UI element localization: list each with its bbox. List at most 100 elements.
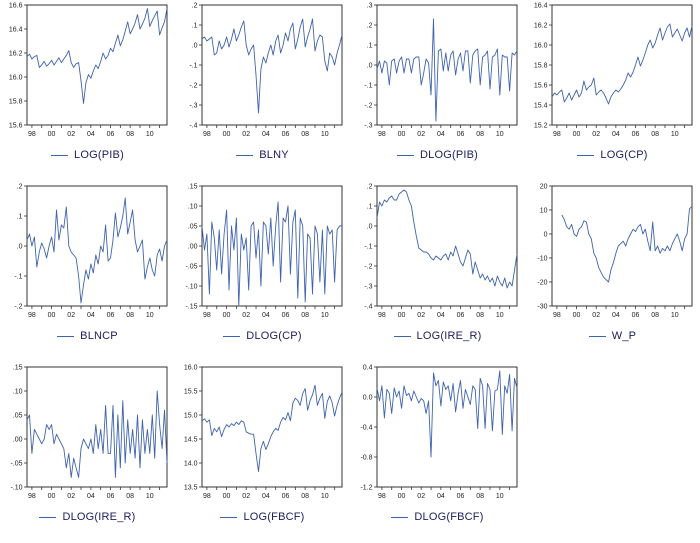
svg-text:08: 08	[126, 312, 134, 319]
svg-text:08: 08	[651, 312, 659, 319]
svg-text:.1: .1	[367, 42, 373, 49]
svg-text:10: 10	[671, 312, 679, 319]
svg-text:08: 08	[651, 131, 659, 138]
chart-plot: 16.4 16.2 16.0 15.8 15.6 15.4 15.2 98 00 02 04 06 08…	[534, 2, 693, 138]
svg-text:.05: .05	[188, 223, 198, 230]
legend-line-icon	[396, 154, 414, 156]
svg-text:15.6: 15.6	[534, 82, 548, 89]
svg-text:.10: .10	[13, 388, 23, 395]
svg-text:-.3: -.3	[189, 102, 197, 109]
legend-line-icon	[393, 335, 411, 337]
svg-text:06: 06	[282, 493, 290, 500]
svg-text:08: 08	[476, 131, 484, 138]
svg-text:.0: .0	[367, 223, 373, 230]
svg-text:00: 00	[398, 131, 406, 138]
svg-text:08: 08	[476, 493, 484, 500]
svg-text:15.4: 15.4	[534, 102, 548, 109]
svg-text:20: 20	[540, 183, 548, 190]
svg-text:98: 98	[28, 131, 36, 138]
chart-plot: .2 .1 .0 -.1 -.2 98 00 02 04 06 08 10	[14, 183, 168, 319]
svg-text:.15: .15	[13, 364, 23, 371]
svg-text:.3: .3	[367, 2, 373, 9]
svg-text:16.6: 16.6	[9, 2, 23, 9]
svg-text:02: 02	[242, 131, 250, 138]
chart-plot: .3 .2 .1 .0 -.1 -.2 -.3 98 00 02 04 06 08 10	[364, 2, 518, 138]
svg-text:.05: .05	[13, 412, 23, 419]
svg-text:98: 98	[553, 131, 561, 138]
svg-text:16.0: 16.0	[534, 42, 548, 49]
legend-label: DLOG(FBCF)	[414, 511, 484, 523]
legend-line-icon	[588, 335, 606, 337]
svg-text:10: 10	[496, 493, 504, 500]
chart-w-p: 20 10 0 -10 -20 -30 98 00 02 04 06 08 10 W_P	[525, 181, 700, 362]
svg-text:-30: -30	[537, 303, 547, 310]
svg-text:98: 98	[203, 131, 211, 138]
svg-text:08: 08	[126, 131, 134, 138]
chart-log-fbcf: 16.0 15.5 15.0 14.5 14.0 13.5 98 00 02 04 06 08 10 L…	[175, 362, 350, 543]
svg-text:.00: .00	[188, 243, 198, 250]
legend-line-icon	[51, 154, 69, 156]
legend-label: DLOG(IRE_R)	[62, 511, 136, 523]
svg-text:.00: .00	[13, 436, 23, 443]
svg-text:-.05: -.05	[185, 263, 197, 270]
legend-label: LOG(FBCF)	[243, 511, 305, 523]
svg-text:08: 08	[476, 312, 484, 319]
svg-text:-.10: -.10	[185, 283, 197, 290]
svg-text:15.6: 15.6	[9, 122, 23, 129]
svg-text:-1.2: -1.2	[360, 484, 372, 491]
svg-text:06: 06	[457, 493, 465, 500]
svg-text:.15: .15	[188, 183, 198, 190]
svg-text:00: 00	[573, 131, 581, 138]
svg-text:06: 06	[282, 131, 290, 138]
svg-text:.2: .2	[367, 22, 373, 29]
chart-blny: .2 .1 .0 -.1 -.2 -.3 -.4 98 00 02 04 06 08 10 BLNY	[175, 0, 350, 181]
svg-text:00: 00	[573, 312, 581, 319]
svg-text:08: 08	[301, 493, 309, 500]
svg-text:-.4: -.4	[364, 303, 372, 310]
svg-text:16.4: 16.4	[9, 26, 23, 33]
svg-text:04: 04	[437, 312, 445, 319]
svg-text:.2: .2	[367, 183, 373, 190]
svg-text:04: 04	[262, 312, 270, 319]
svg-text:15.2: 15.2	[534, 122, 548, 129]
svg-text:98: 98	[553, 312, 561, 319]
svg-text:.10: .10	[188, 203, 198, 210]
svg-text:10: 10	[671, 131, 679, 138]
svg-text:00: 00	[48, 131, 56, 138]
chart-legend: DLOG(IRE_R)	[39, 511, 135, 523]
svg-text:08: 08	[301, 312, 309, 319]
legend-label: DLOG(PIB)	[419, 149, 479, 161]
svg-text:04: 04	[87, 493, 95, 500]
svg-text:10: 10	[146, 312, 154, 319]
svg-text:-.1: -.1	[14, 273, 22, 280]
svg-text:13.5: 13.5	[184, 484, 198, 491]
chart-legend: DLOG(FBCF)	[391, 511, 483, 523]
svg-text:-.2: -.2	[364, 102, 372, 109]
svg-text:06: 06	[107, 131, 115, 138]
svg-text:0: 0	[544, 231, 548, 238]
svg-text:10: 10	[496, 312, 504, 319]
svg-text:04: 04	[87, 312, 95, 319]
svg-text:98: 98	[378, 493, 386, 500]
svg-text:10: 10	[321, 493, 329, 500]
chart-log-ire-r: .2 .1 .0 -.1 -.2 -.3 -.4 98 00 02 04 06 08 10 LOG(IRE…	[350, 181, 525, 362]
svg-text:-.1: -.1	[364, 243, 372, 250]
chart-legend: W_P	[588, 330, 636, 342]
svg-text:14.5: 14.5	[184, 436, 198, 443]
legend-label: LOG(IRE_R)	[416, 330, 482, 342]
svg-text:00: 00	[223, 131, 231, 138]
svg-text:10: 10	[146, 131, 154, 138]
chart-plot: .15 .10 .05 .00 -.05 -.10 -.15 98 00 02 04 06 08 10	[185, 183, 343, 319]
svg-text:.1: .1	[367, 203, 373, 210]
svg-text:04: 04	[262, 493, 270, 500]
svg-text:-.05: -.05	[10, 460, 22, 467]
svg-text:15.8: 15.8	[9, 98, 23, 105]
svg-text:04: 04	[437, 493, 445, 500]
svg-text:.0: .0	[367, 62, 373, 69]
svg-text:06: 06	[282, 312, 290, 319]
chart-plot: 16.0 15.5 15.0 14.5 14.0 13.5 98 00 02 04 06 08 10	[184, 364, 343, 500]
svg-text:06: 06	[457, 312, 465, 319]
svg-text:98: 98	[378, 131, 386, 138]
legend-line-icon	[39, 516, 57, 518]
chart-legend: BLNCP	[57, 330, 118, 342]
